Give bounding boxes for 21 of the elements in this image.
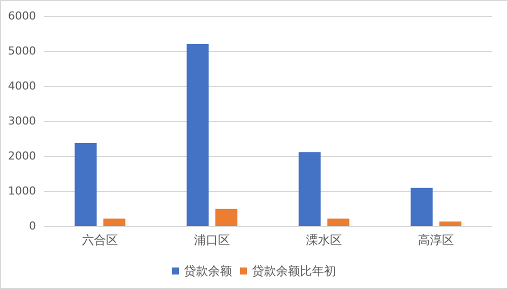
legend-label: 贷款余额 bbox=[184, 264, 232, 278]
bar bbox=[215, 208, 238, 226]
x-tick-label: 高淳区 bbox=[418, 233, 454, 247]
bar bbox=[410, 188, 433, 226]
bar bbox=[74, 143, 97, 226]
x-tick-label: 溧水区 bbox=[306, 233, 342, 247]
bar bbox=[327, 218, 350, 226]
bar bbox=[186, 44, 209, 226]
x-tick-label: 六合区 bbox=[82, 233, 118, 247]
y-tick-label: 3000 bbox=[8, 114, 36, 128]
y-tick-label: 1000 bbox=[8, 184, 36, 198]
bar bbox=[439, 221, 462, 226]
y-tick-label: 4000 bbox=[8, 80, 36, 92]
y-tick-label: 0 bbox=[29, 220, 36, 232]
x-tick-label: 浦口区 bbox=[194, 233, 230, 247]
bar bbox=[103, 218, 126, 226]
y-tick-label: 2000 bbox=[8, 150, 36, 162]
y-tick-label: 6000 bbox=[8, 10, 36, 22]
bar bbox=[298, 152, 321, 226]
legend-label: 贷款余额比年初 bbox=[252, 264, 336, 278]
y-tick-label: 5000 bbox=[8, 44, 36, 58]
